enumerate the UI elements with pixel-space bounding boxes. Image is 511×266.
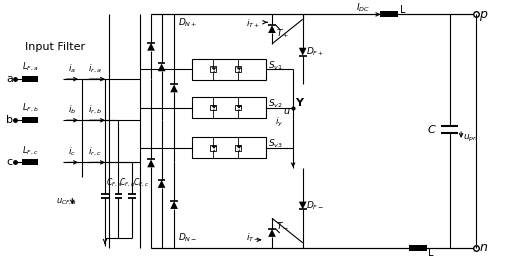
Bar	[192, 97, 266, 118]
Text: $i_a$: $i_a$	[68, 63, 76, 75]
Polygon shape	[211, 146, 217, 149]
Text: c: c	[7, 157, 13, 167]
Bar	[210, 145, 216, 151]
Text: p: p	[479, 8, 487, 21]
Text: $S_{v3}$: $S_{v3}$	[268, 138, 283, 150]
Text: n: n	[479, 241, 487, 254]
Text: Y: Y	[295, 98, 303, 108]
Bar	[22, 76, 38, 82]
Bar	[409, 245, 427, 251]
Polygon shape	[236, 146, 242, 149]
Text: $D_{N-}$: $D_{N-}$	[178, 232, 197, 244]
Bar	[235, 145, 241, 151]
Polygon shape	[211, 106, 217, 109]
Text: b: b	[7, 115, 13, 125]
Text: $I_{DC}$: $I_{DC}$	[356, 1, 370, 14]
Text: $u_{CF,a}$: $u_{CF,a}$	[56, 197, 77, 207]
Polygon shape	[147, 159, 155, 167]
Bar	[235, 105, 241, 110]
Text: $i_b$: $i_b$	[68, 104, 77, 116]
Polygon shape	[299, 202, 307, 209]
Text: $u_{pn}$: $u_{pn}$	[463, 133, 478, 144]
Text: $S_{v2}$: $S_{v2}$	[268, 97, 283, 110]
Polygon shape	[268, 229, 276, 237]
Text: $i_{T-}$: $i_{T-}$	[246, 232, 260, 244]
Bar	[235, 66, 241, 72]
Text: $C$: $C$	[427, 123, 437, 135]
Text: $D_{F+}$: $D_{F+}$	[306, 45, 324, 58]
Text: $i_{r,c}$: $i_{r,c}$	[88, 146, 102, 159]
Polygon shape	[158, 180, 166, 188]
Text: $C_{F,c}$: $C_{F,c}$	[133, 177, 149, 189]
Bar	[210, 66, 216, 72]
Text: $i_{T+}$: $i_{T+}$	[246, 18, 260, 31]
Bar	[381, 11, 398, 17]
Polygon shape	[170, 201, 178, 209]
Polygon shape	[236, 106, 242, 109]
Bar	[22, 159, 38, 165]
Bar	[192, 137, 266, 159]
Text: $D_{F-}$: $D_{F-}$	[306, 199, 324, 212]
Text: $u$: $u$	[284, 106, 291, 117]
Text: $S_{v1}$: $S_{v1}$	[268, 59, 283, 72]
Text: $i_c$: $i_c$	[68, 146, 76, 159]
Text: $i_{r,a}$: $i_{r,a}$	[88, 63, 102, 75]
Bar	[22, 117, 38, 123]
Text: $i_y$: $i_y$	[274, 116, 283, 129]
Polygon shape	[299, 48, 307, 56]
Text: L: L	[400, 5, 405, 15]
Text: L: L	[428, 248, 434, 257]
Polygon shape	[147, 43, 155, 51]
Bar	[192, 59, 266, 80]
Text: $C_{F,a}$: $C_{F,a}$	[106, 177, 122, 189]
Polygon shape	[211, 67, 217, 70]
Polygon shape	[158, 63, 166, 71]
Bar	[210, 105, 216, 110]
Text: a: a	[7, 74, 13, 84]
Polygon shape	[236, 67, 242, 70]
Text: $L_{F,a}$: $L_{F,a}$	[22, 61, 38, 73]
Text: Input Filter: Input Filter	[25, 42, 85, 52]
Text: $T_-$: $T_-$	[276, 220, 289, 230]
Text: $L_{F,b}$: $L_{F,b}$	[22, 102, 38, 114]
Polygon shape	[170, 85, 178, 92]
Polygon shape	[268, 25, 276, 33]
Text: $C_{F,b}$: $C_{F,b}$	[120, 177, 135, 189]
Text: $L_{F,c}$: $L_{F,c}$	[22, 144, 38, 156]
Text: $i_{r,b}$: $i_{r,b}$	[88, 104, 102, 116]
Text: $D_{N+}$: $D_{N+}$	[178, 16, 197, 28]
Text: $T_+$: $T_+$	[276, 28, 289, 40]
